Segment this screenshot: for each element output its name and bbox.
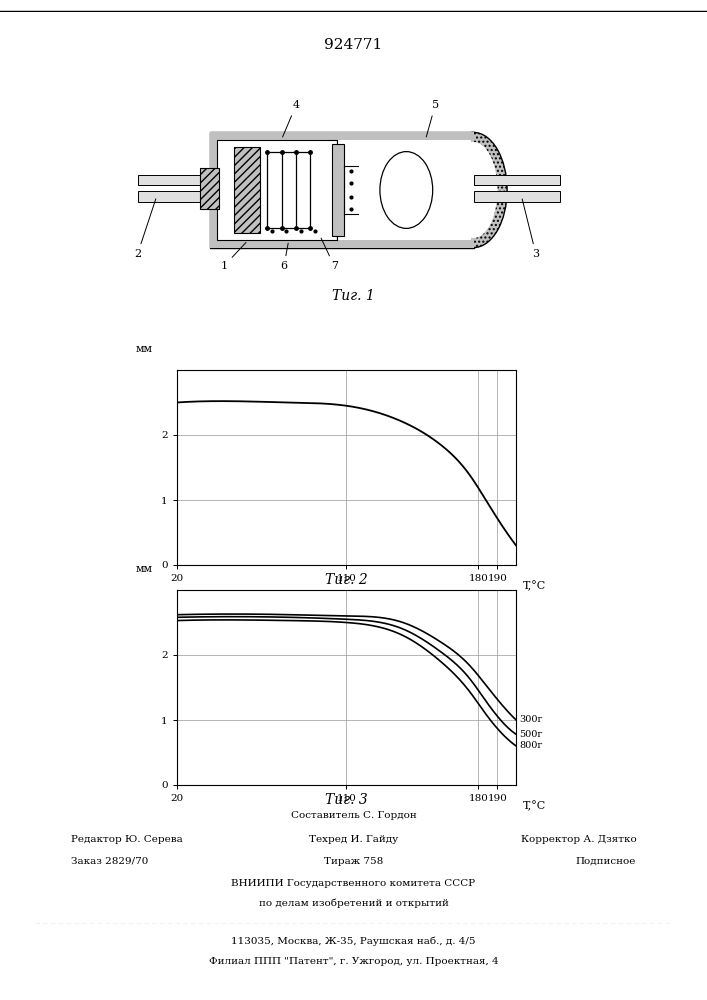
Bar (474, 191, 560, 202)
Text: T,°C: T,°C (523, 581, 546, 591)
Text: Редактор Ю. Серева: Редактор Ю. Серева (71, 835, 182, 844)
Text: Τиг. 1: Τиг. 1 (332, 289, 375, 303)
Bar (474, 175, 560, 185)
Bar (337, 140, 471, 240)
Bar (233, 147, 260, 233)
Text: 5: 5 (426, 100, 438, 137)
Text: 4: 4 (283, 100, 300, 137)
Bar (209, 132, 474, 248)
Text: по делам изобретений и открытий: по делам изобретений и открытий (259, 898, 448, 908)
Text: T,°C: T,°C (523, 801, 546, 811)
Text: 3: 3 (522, 199, 539, 259)
Bar (137, 175, 209, 185)
Bar (137, 191, 209, 202)
Text: 1: 1 (221, 242, 246, 271)
Ellipse shape (440, 132, 507, 248)
Bar (332, 144, 344, 236)
Text: 800г: 800г (519, 742, 542, 750)
Text: ВНИИПИ Государственного комитета СССР: ВНИИПИ Государственного комитета СССР (231, 879, 476, 888)
Text: Корректор А. Дзятко: Корректор А. Дзятко (520, 835, 636, 844)
Ellipse shape (380, 152, 433, 228)
Text: Τиг. 3: Τиг. 3 (325, 793, 368, 807)
Text: Заказ 2829/70: Заказ 2829/70 (71, 857, 148, 866)
Text: 2: 2 (134, 199, 156, 259)
Text: Τиг. 2: Τиг. 2 (325, 573, 368, 587)
Text: Подписное: Подписное (576, 857, 636, 866)
Text: 7: 7 (321, 238, 338, 271)
Text: Филиал ППП "Патент", г. Ужгород, ул. Проектная, 4: Филиал ППП "Патент", г. Ужгород, ул. Про… (209, 957, 498, 966)
Text: Техред И. Гайду: Техред И. Гайду (309, 835, 398, 844)
Text: Составитель С. Гордон: Составитель С. Гордон (291, 811, 416, 820)
Text: 6: 6 (281, 243, 288, 271)
Text: мм: мм (136, 564, 153, 574)
Text: мм: мм (136, 344, 153, 354)
Bar (209, 132, 474, 248)
Ellipse shape (450, 142, 498, 238)
Bar (217, 140, 337, 240)
Text: 300г: 300г (519, 716, 542, 724)
Bar (200, 168, 219, 209)
Text: Тираж 758: Тираж 758 (324, 857, 383, 866)
Text: 500г: 500г (519, 730, 542, 739)
Text: 924771: 924771 (325, 38, 382, 52)
Text: 113035, Москва, Ж-35, Раушская наб., д. 4/5: 113035, Москва, Ж-35, Раушская наб., д. … (231, 936, 476, 946)
